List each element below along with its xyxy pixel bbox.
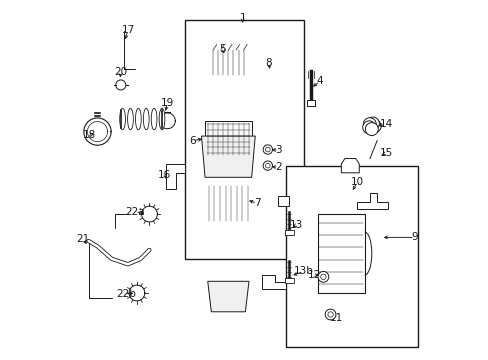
Circle shape <box>366 117 379 130</box>
Text: 13: 13 <box>289 220 303 230</box>
Polygon shape <box>262 275 285 289</box>
Polygon shape <box>201 136 255 177</box>
Ellipse shape <box>135 108 141 130</box>
Text: 1: 1 <box>239 13 245 23</box>
Circle shape <box>367 120 380 133</box>
Text: 11: 11 <box>328 313 342 323</box>
Circle shape <box>365 123 378 135</box>
Ellipse shape <box>120 108 125 130</box>
Text: 8: 8 <box>265 58 272 68</box>
Text: 22a: 22a <box>125 207 144 217</box>
Circle shape <box>263 161 272 170</box>
Text: 4: 4 <box>316 76 323 86</box>
Ellipse shape <box>159 108 164 130</box>
Circle shape <box>362 121 375 134</box>
Circle shape <box>317 271 328 282</box>
Bar <box>277 196 288 206</box>
Ellipse shape <box>127 108 133 130</box>
Circle shape <box>327 312 333 317</box>
Text: 18: 18 <box>83 130 96 140</box>
Text: 10: 10 <box>350 177 363 187</box>
Bar <box>285 230 293 235</box>
Text: 16: 16 <box>158 170 171 180</box>
Text: 7: 7 <box>253 198 260 208</box>
Text: 13b: 13b <box>293 266 313 276</box>
Bar <box>285 166 418 347</box>
Circle shape <box>116 80 125 90</box>
Circle shape <box>265 147 269 152</box>
Circle shape <box>363 118 375 131</box>
Text: 9: 9 <box>411 232 417 242</box>
Polygon shape <box>165 164 185 189</box>
Bar <box>204 121 251 157</box>
Text: 21: 21 <box>76 234 90 244</box>
Text: 6: 6 <box>189 136 195 145</box>
Bar <box>285 278 293 283</box>
Text: 2: 2 <box>275 162 281 172</box>
Text: 12: 12 <box>307 270 321 280</box>
Circle shape <box>320 274 325 279</box>
Text: 20: 20 <box>114 67 127 77</box>
Circle shape <box>325 309 335 320</box>
Polygon shape <box>341 158 359 173</box>
Bar <box>317 214 364 293</box>
Bar <box>185 21 303 259</box>
Bar <box>306 100 314 107</box>
Text: 15: 15 <box>379 148 392 158</box>
Text: 19: 19 <box>161 98 174 108</box>
Text: 22b: 22b <box>116 289 136 299</box>
Circle shape <box>265 163 269 168</box>
Text: 17: 17 <box>121 25 134 35</box>
Text: 3: 3 <box>275 144 281 154</box>
Polygon shape <box>207 281 248 312</box>
Ellipse shape <box>143 108 149 130</box>
Circle shape <box>263 145 272 154</box>
Ellipse shape <box>151 108 157 130</box>
Text: 5: 5 <box>219 44 226 54</box>
Polygon shape <box>357 193 387 209</box>
Text: 14: 14 <box>379 120 392 129</box>
